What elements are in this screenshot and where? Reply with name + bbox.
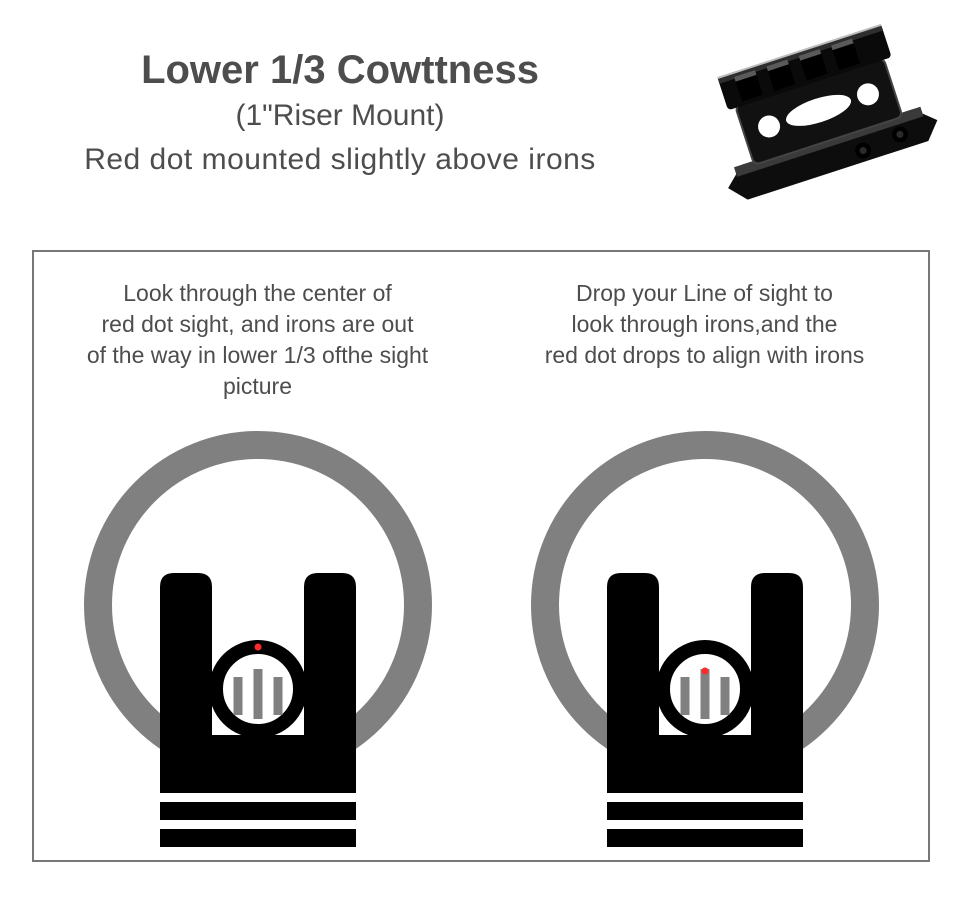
sight-diagram-right [505,385,905,860]
title: Lower 1/3 Cowttness [0,48,680,93]
sight-diagram-left [58,385,458,860]
red-dot-right [701,668,708,675]
subtitle: (1"Riser Mount) [0,99,680,133]
diagram-frame: Look through the center of red dot sight… [32,250,930,862]
caption-left: Look through the center of red dot sight… [34,252,481,402]
red-dot-left [254,644,261,651]
header-block: Lower 1/3 Cowttness (1"Riser Mount) Red … [0,48,680,177]
product-image [691,8,951,228]
tagline: Red dot mounted slightly above irons [0,143,680,177]
panel-left: Look through the center of red dot sight… [34,252,481,860]
caption-right: Drop your Line of sight to look through … [481,252,928,371]
panel-right: Drop your Line of sight to look through … [481,252,928,860]
